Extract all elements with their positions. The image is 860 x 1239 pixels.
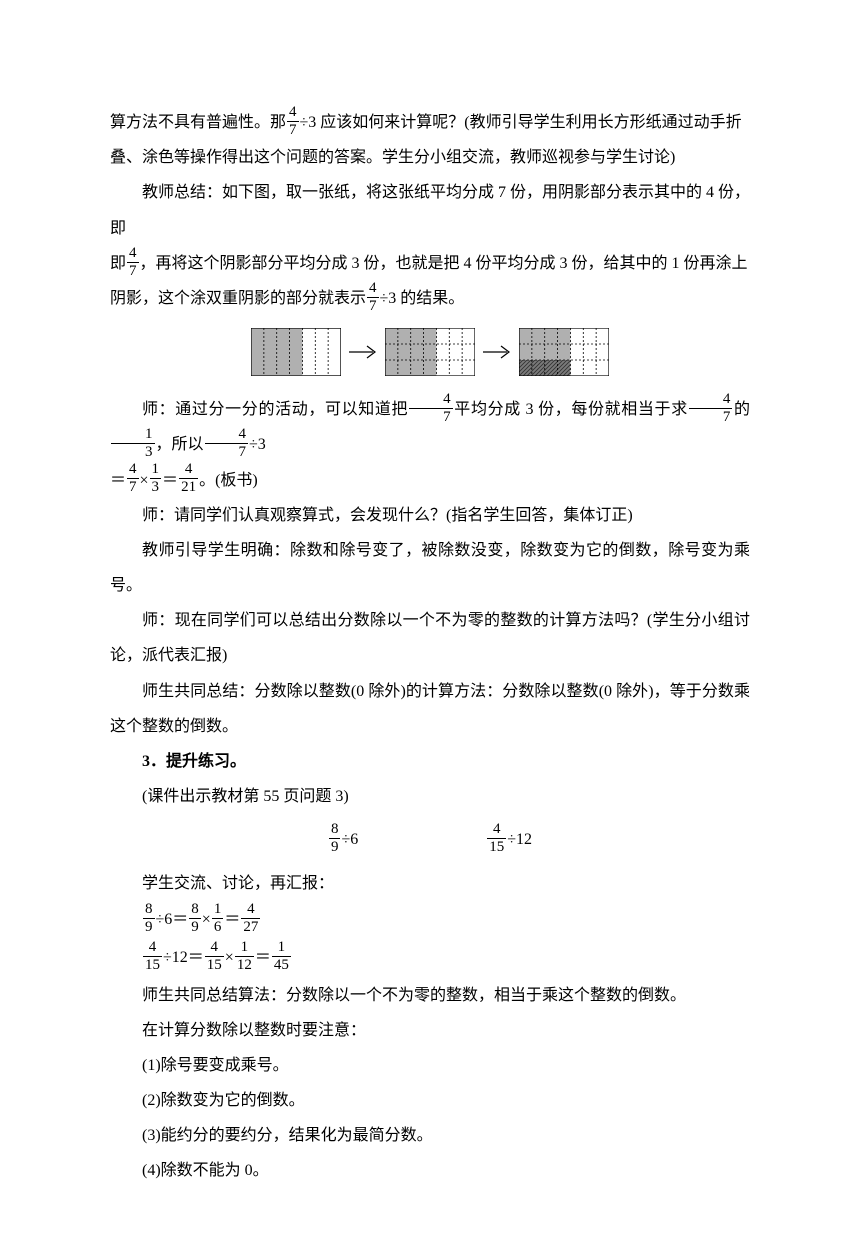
paragraph-teacher-dialogue: 师：通过分一分的活动，可以知道把47平均分成 3 份，每份就相当于求47的13，… <box>110 392 750 462</box>
paragraph: 在计算分数除以整数时要注意： <box>110 1013 750 1048</box>
paragraph-teacher-summary-cont: 即47，再将这个阴影部分平均分成 3 份，也就是把 4 份平均分成 3 份，给其… <box>110 246 750 316</box>
fraction-1-3: 13 <box>150 462 162 495</box>
text: 学生交流、讨论，再汇报： <box>142 875 334 892</box>
fraction: 145 <box>272 940 291 973</box>
paragraph: 师生共同总结：分数除以整数(0 除外)的计算方法：分数除以整数(0 除外)，等于… <box>110 674 750 744</box>
paragraph-continuation: 算方法不具有普遍性。那47÷3 应该如何来计算呢？(教师引导学生利用长方形纸通过… <box>110 105 750 175</box>
diagram-1 <box>251 328 341 376</box>
fraction-4-7: 47 <box>205 427 249 460</box>
fraction: 89 <box>189 902 201 935</box>
section-heading: 3．提升练习。 <box>110 744 750 779</box>
fraction-4-21: 421 <box>179 462 198 495</box>
fraction-4-7: 47 <box>409 392 453 425</box>
text: (3)能约分的要约分，结果化为最简分数。 <box>142 1127 433 1144</box>
arrow-icon <box>479 328 515 376</box>
text: (2)除数变为它的倒数。 <box>142 1092 305 1109</box>
text: (1)除号要变成乘号。 <box>142 1057 289 1074</box>
fraction: 112 <box>235 940 254 973</box>
list-item: (1)除号要变成乘号。 <box>110 1048 750 1083</box>
text: (课件出示教材第 55 页问题 3) <box>142 788 349 805</box>
text: 。(板书) <box>199 472 258 489</box>
diagram-2 <box>385 328 475 376</box>
fraction-4-7: 47 <box>127 462 139 495</box>
text: ÷6＝ <box>156 911 189 928</box>
text: 平均分成 3 份，每份就相当于求 <box>454 401 688 418</box>
text: ÷12＝ <box>163 949 204 966</box>
text: 师：请同学们认真观察算式，会发现什么？(指名学生回答，集体订正) <box>142 507 633 524</box>
fraction-4-7: 47 <box>287 105 299 138</box>
paragraph: 师：现在同学们可以总结出分数除以一个不为零的整数的计算方法吗？(学生分小组讨论，… <box>110 603 750 673</box>
text: 师生共同总结：分数除以整数(0 除外)的计算方法：分数除以整数(0 除外)，等于… <box>110 683 750 735</box>
list-item: (2)除数变为它的倒数。 <box>110 1083 750 1118</box>
fraction-4-15: 415 <box>487 822 506 855</box>
text: 师生共同总结算法：分数除以一个不为零的整数，相当于乘这个整数的倒数。 <box>142 987 686 1004</box>
diagram-row <box>110 328 750 376</box>
fraction-1-3: 13 <box>111 427 155 460</box>
text: 教师总结：如下图，取一张纸，将这张纸平均分成 7 份，用阴影部分表示其中的 4 … <box>110 184 750 236</box>
text: 师：通过分一分的活动，可以知道把 <box>142 401 408 418</box>
text: ÷3 <box>249 436 266 453</box>
text: ＝ <box>110 472 126 489</box>
fraction: 427 <box>241 902 260 935</box>
fraction-4-7: 47 <box>367 281 379 314</box>
fraction-4-7: 47 <box>689 392 733 425</box>
text: ＝ <box>224 911 240 928</box>
text: × <box>202 911 211 928</box>
fraction: 415 <box>143 940 162 973</box>
text: ＝ <box>255 949 271 966</box>
text: ÷3 的结果。 <box>380 290 465 307</box>
paragraph: 师生共同总结算法：分数除以一个不为零的整数，相当于乘这个整数的倒数。 <box>110 978 750 1013</box>
calc-line-1: 89÷6＝89×16＝427 <box>142 901 750 939</box>
arrow-icon <box>345 328 381 376</box>
text: × <box>225 949 234 966</box>
text: ÷12 <box>507 831 532 848</box>
text: × <box>140 472 149 489</box>
fraction: 16 <box>212 902 224 935</box>
text: 即 <box>110 255 126 272</box>
heading-text: 3．提升练习。 <box>142 753 246 770</box>
text: ÷6 <box>341 831 358 848</box>
text: 算方法不具有普遍性。那 <box>110 114 286 131</box>
paragraph: 教师引导学生明确：除数和除号变了，被除数没变，除数变为它的倒数，除号变为乘号。 <box>110 533 750 603</box>
calc-line-2: 415÷12＝415×112＝145 <box>142 939 750 977</box>
centered-equations: 89÷6 415÷12 <box>110 822 750 857</box>
fraction-8-9: 89 <box>329 822 341 855</box>
text: ＝ <box>162 472 178 489</box>
text: 在计算分数除以整数时要注意： <box>142 1022 366 1039</box>
fraction: 89 <box>143 902 155 935</box>
list-item: (4)除数不能为 0。 <box>110 1153 750 1188</box>
fraction: 415 <box>205 940 224 973</box>
text: 的 <box>733 401 750 418</box>
paragraph: 师：请同学们认真观察算式，会发现什么？(指名学生回答，集体订正) <box>110 498 750 533</box>
diagram-3 <box>519 328 609 376</box>
text: (4)除数不能为 0。 <box>142 1162 269 1179</box>
paragraph: (课件出示教材第 55 页问题 3) <box>110 779 750 814</box>
list-item: (3)能约分的要约分，结果化为最简分数。 <box>110 1118 750 1153</box>
text: 教师引导学生明确：除数和除号变了，被除数没变，除数变为它的倒数，除号变为乘号。 <box>110 542 750 594</box>
paragraph-teacher-summary: 教师总结：如下图，取一张纸，将这张纸平均分成 7 份，用阴影部分表示其中的 4 … <box>110 175 750 245</box>
paragraph: 学生交流、讨论，再汇报： <box>110 866 750 901</box>
calculation-block: 89÷6＝89×16＝427 415÷12＝415×112＝145 <box>142 901 750 978</box>
paragraph-equation-line: ＝47×13＝421。(板书) <box>110 463 750 498</box>
text: ，所以 <box>156 436 204 453</box>
text: 师：现在同学们可以总结出分数除以一个不为零的整数的计算方法吗？(学生分小组讨论，… <box>110 612 750 664</box>
fraction-4-7: 47 <box>127 246 139 279</box>
